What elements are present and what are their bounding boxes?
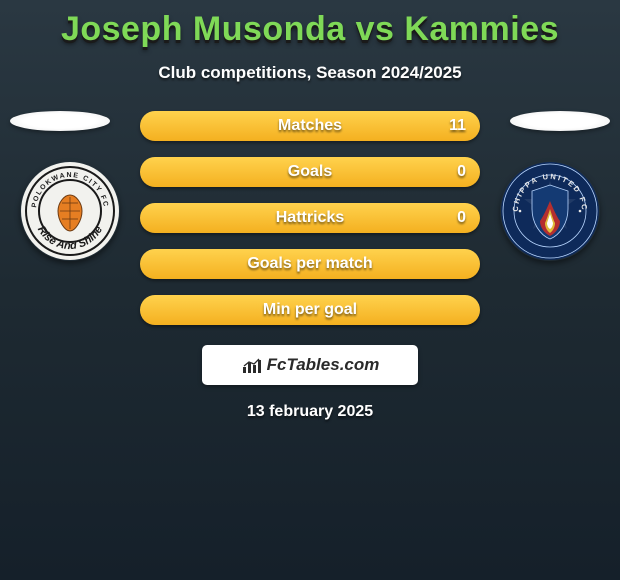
player-avatar-right [510,111,610,131]
comparison-content: POLOKWANE CITY FC Rise And Shine CHIPPA … [0,111,620,325]
bar-value: 0 [457,203,466,233]
stat-bar-hattricks: Hattricks 0 [140,203,480,233]
stat-bar-min-per-goal: Min per goal [140,295,480,325]
club-badge-right: CHIPPA UNITED FC [500,161,600,261]
bar-value: 11 [449,111,466,141]
stat-bar-goals-per-match: Goals per match [140,249,480,279]
bar-label: Min per goal [140,301,480,319]
bar-label: Goals [140,163,480,181]
stat-bar-goals: Goals 0 [140,157,480,187]
stat-bar-matches: Matches 11 [140,111,480,141]
bar-value: 0 [457,157,466,187]
branding-text: FcTables.com [267,355,380,375]
club-badge-left: POLOKWANE CITY FC Rise And Shine [20,161,120,261]
date-text: 13 february 2025 [0,403,620,421]
bar-label: Hattricks [140,209,480,227]
bar-label: Matches [140,117,480,135]
player-avatar-left [10,111,110,131]
branding-box: FcTables.com [202,345,418,385]
page-title: Joseph Musonda vs Kammies [0,0,620,49]
bar-label: Goals per match [140,255,480,273]
stat-bars: Matches 11 Goals 0 Hattricks 0 Goals per… [140,111,480,325]
chart-icon [241,355,261,375]
subtitle: Club competitions, Season 2024/2025 [0,63,620,83]
